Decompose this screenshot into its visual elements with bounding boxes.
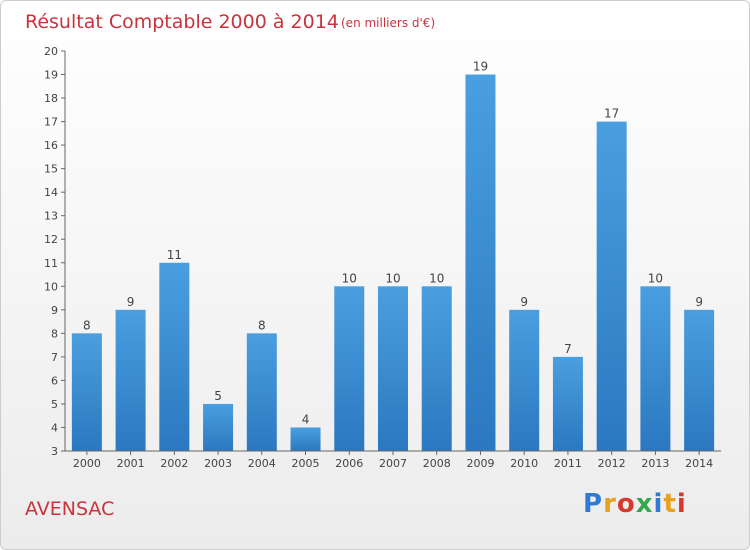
bar-2004 — [246, 333, 277, 451]
y-tick-label: 9 — [51, 304, 58, 317]
x-tick-label: 2013 — [641, 457, 669, 470]
bar-2002 — [159, 262, 190, 451]
bar-value-label: 9 — [520, 295, 528, 309]
bar-value-label: 10 — [648, 271, 663, 285]
x-tick-label: 2004 — [248, 457, 276, 470]
chart-subtitle: (en milliers d'€) — [341, 16, 435, 30]
bar-value-label: 10 — [385, 271, 400, 285]
bars: 8 9 11 5 8 4 10 10 10 19 9 7 17 10 9 — [71, 60, 715, 452]
x-tick-label: 2001 — [117, 457, 145, 470]
y-tick-label: 4 — [51, 421, 58, 434]
y-tick-label: 3 — [51, 445, 58, 458]
bar-2007 — [378, 286, 408, 451]
x-tick-label: 2007 — [379, 457, 407, 470]
y-tick-label: 10 — [44, 280, 58, 293]
x-tick-label: 2006 — [335, 457, 363, 470]
bar-value-label: 10 — [429, 271, 444, 285]
y-tick-label: 17 — [44, 116, 58, 129]
place-name: AVENSAC — [25, 498, 114, 520]
y-tick-label: 18 — [44, 92, 58, 105]
logo-letter: o — [616, 489, 636, 519]
logo-letter: r — [603, 489, 617, 519]
bar-2005 — [290, 427, 321, 451]
x-tick-label: 2009 — [466, 457, 494, 470]
bar-value-label: 8 — [258, 318, 266, 332]
x-tick-label: 2003 — [204, 457, 232, 470]
bar-2003 — [203, 403, 234, 451]
y-tick-label: 13 — [44, 210, 58, 223]
bar-value-label: 5 — [214, 389, 222, 403]
y-tick-label: 11 — [44, 257, 58, 270]
bar-value-label: 9 — [695, 295, 703, 309]
bar-value-label: 10 — [342, 271, 357, 285]
y-tick-label: 5 — [51, 398, 58, 411]
y-tick-label: 7 — [51, 351, 58, 364]
x-tick-label: 2005 — [292, 457, 320, 470]
x-tick-label: 2010 — [510, 457, 538, 470]
bar-value-label: 11 — [167, 248, 182, 262]
y-tick-label: 8 — [51, 327, 58, 340]
y-tick-label: 12 — [44, 233, 58, 246]
bar-2008 — [421, 286, 452, 451]
logo-letter: i — [653, 489, 664, 519]
x-tick-label: 2011 — [554, 457, 582, 470]
x-tick-label: 2002 — [160, 457, 188, 470]
proxiti-logo: Proxiti — [583, 489, 687, 519]
logo-letter: i — [676, 489, 687, 519]
bar-2012 — [596, 121, 627, 452]
x-axis: 2000 2001 2002 2003 2004 2005 2006 2007 2008 2009… — [65, 450, 721, 470]
logo-letter: x — [635, 489, 654, 519]
bar-2011 — [552, 356, 583, 451]
bar-2001 — [115, 309, 146, 451]
bar-2013 — [640, 286, 671, 451]
logo-letter: t — [663, 489, 677, 519]
bar-value-label: 17 — [604, 107, 619, 121]
bar-2006 — [334, 286, 365, 451]
y-axis: 3 4 5 6 7 8 9 10 11 12 13 14 15 16 17 18 19 20 — [44, 45, 66, 458]
bar-value-label: 7 — [564, 342, 572, 356]
y-tick-label: 15 — [44, 163, 58, 176]
chart-title: Résultat Comptable 2000 à 2014 — [25, 11, 339, 33]
y-tick-label: 16 — [44, 139, 58, 152]
bar-2010 — [509, 309, 540, 451]
bar-value-label: 19 — [473, 60, 488, 74]
logo-letter: P — [583, 489, 604, 519]
y-tick-label: 20 — [44, 45, 58, 58]
x-tick-label: 2000 — [73, 457, 101, 470]
bar-2009 — [465, 74, 496, 451]
bar-2000 — [71, 333, 102, 451]
y-tick-label: 6 — [51, 374, 58, 387]
x-tick-label: 2014 — [685, 457, 713, 470]
y-tick-label: 14 — [44, 186, 58, 199]
x-tick-label: 2008 — [423, 457, 451, 470]
y-tick-label: 19 — [44, 69, 58, 82]
bar-2014 — [684, 309, 715, 451]
bar-value-label: 4 — [302, 412, 310, 426]
x-tick-label: 2012 — [598, 457, 626, 470]
bar-value-label: 9 — [127, 295, 135, 309]
bar-value-label: 8 — [83, 318, 91, 332]
